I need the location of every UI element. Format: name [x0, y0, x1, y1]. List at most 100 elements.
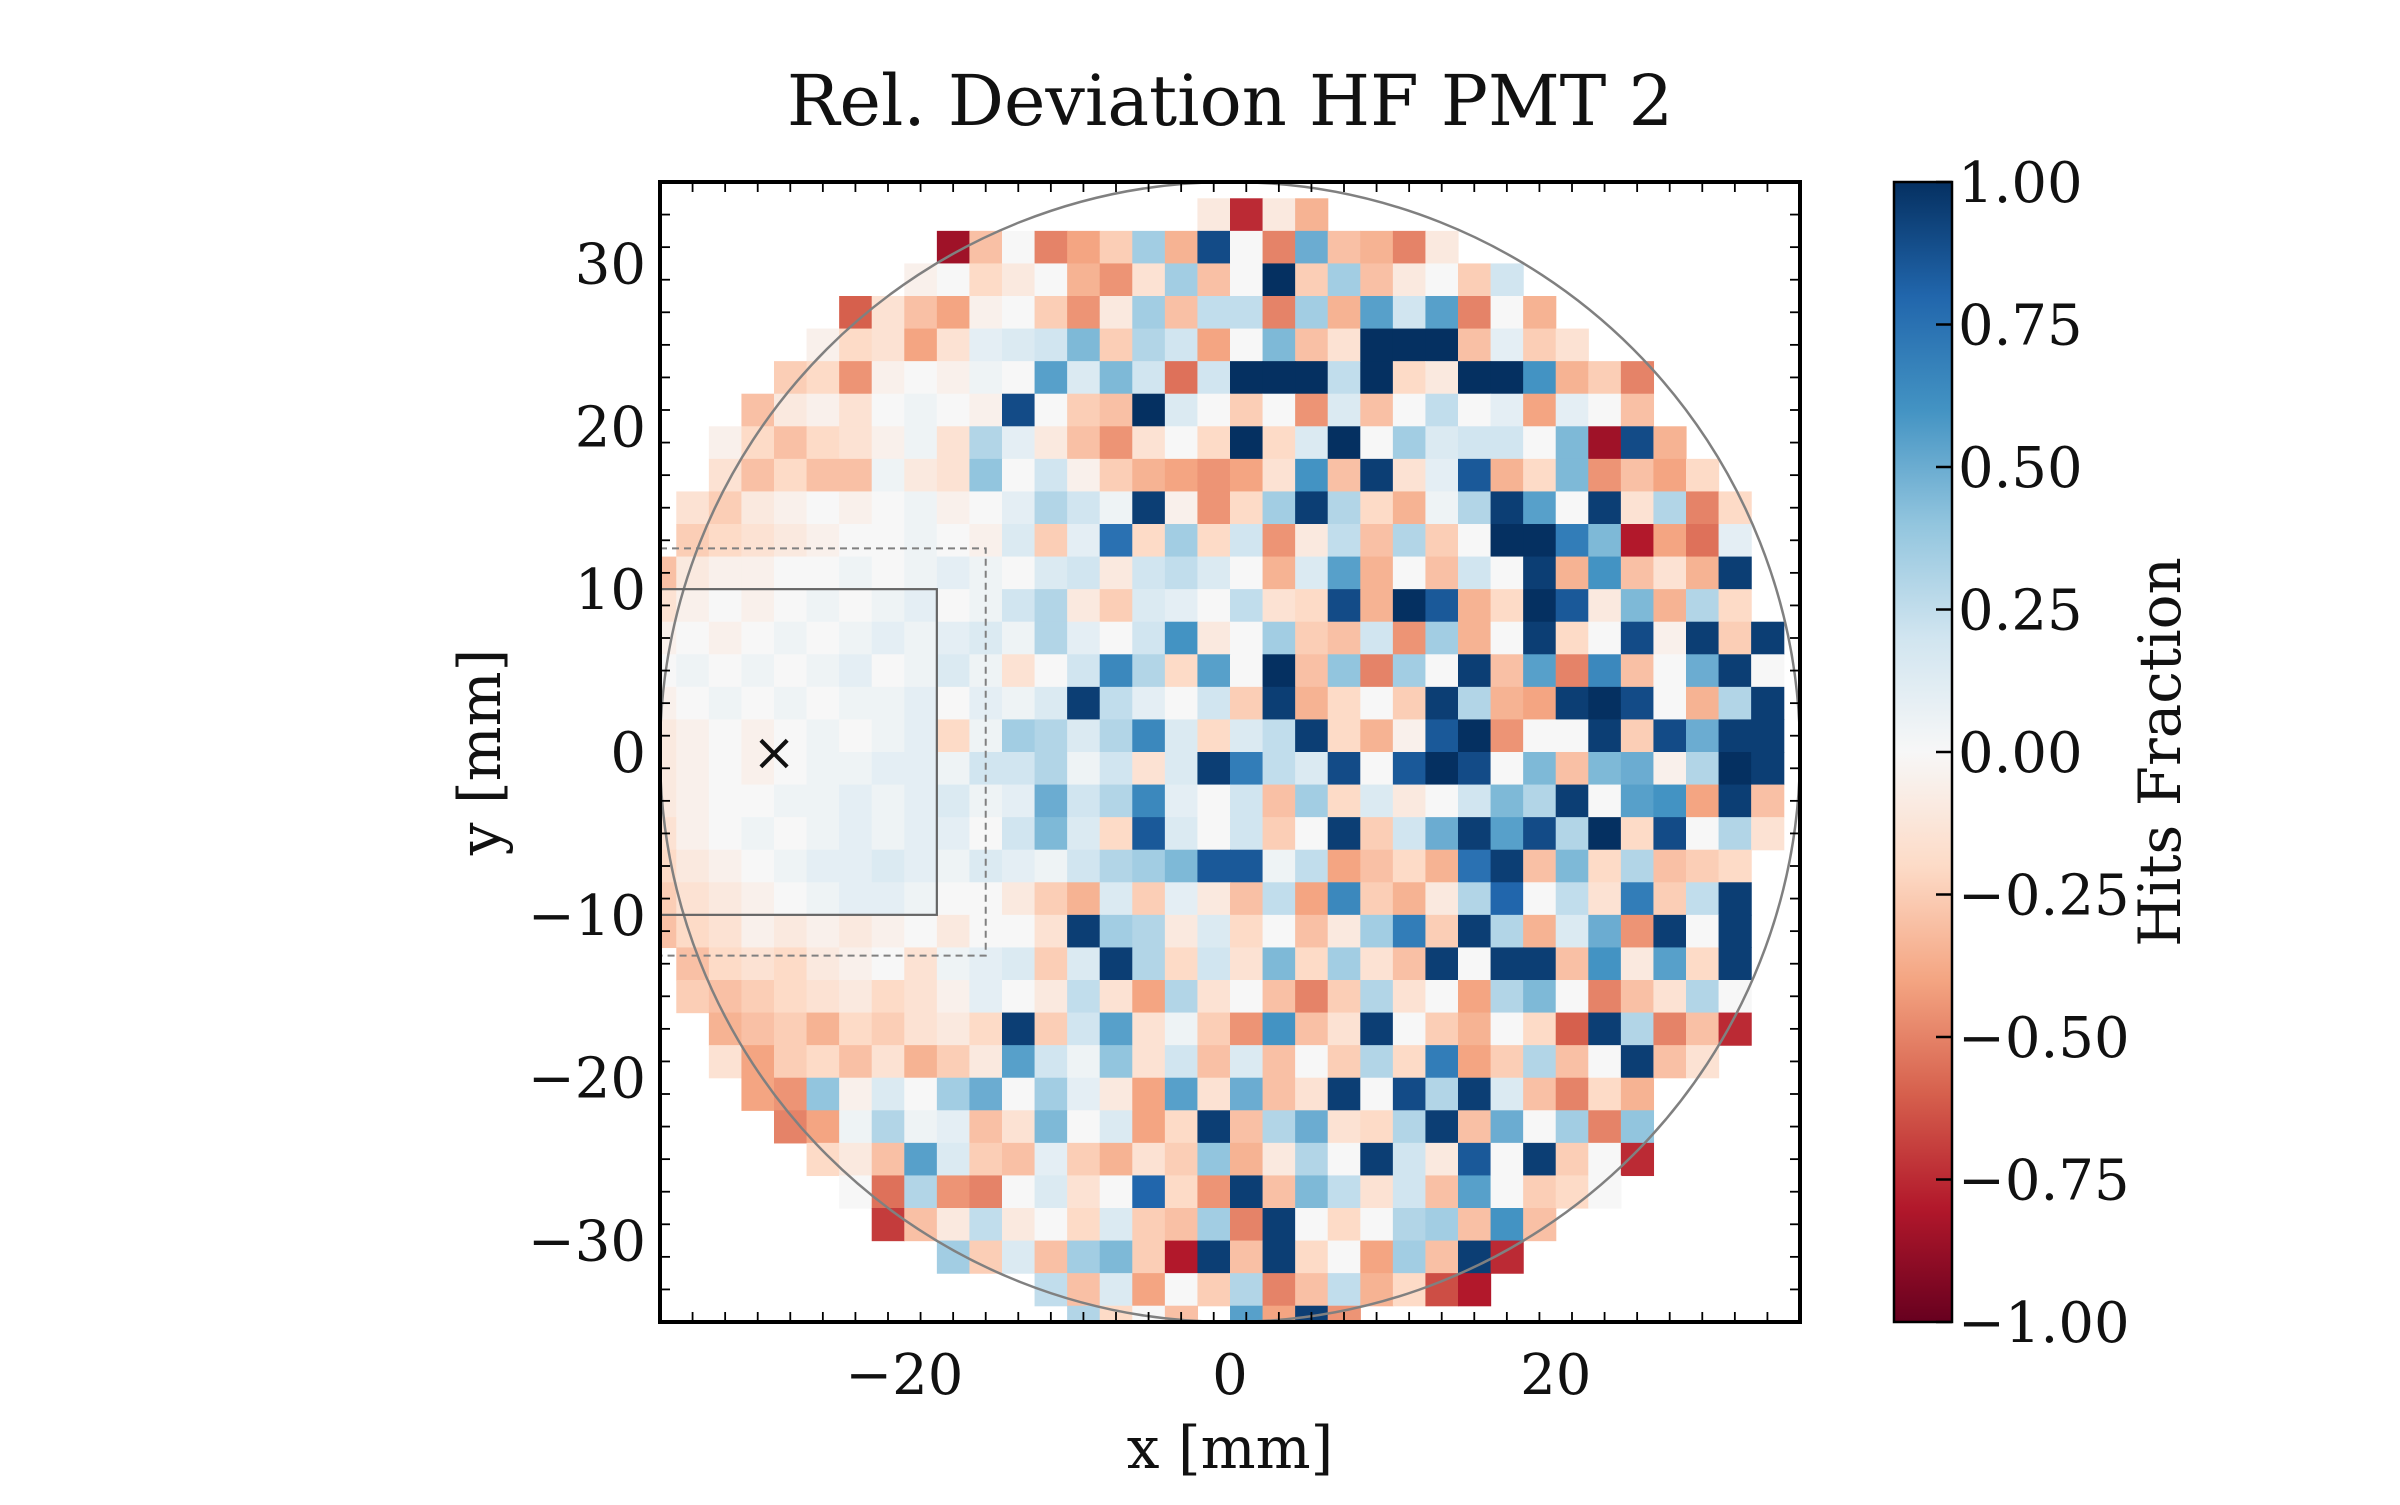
heatmap-cell-722: [904, 980, 938, 1014]
heatmap-cell-845: [969, 1110, 1003, 1144]
heatmap-cell-257: [1425, 524, 1459, 558]
colorbar-tick-label: 0.25: [1958, 579, 2083, 644]
heatmap-cell-575: [1620, 817, 1655, 851]
heatmap-cell-598: [1230, 849, 1264, 883]
heatmap-cell-248: [1132, 524, 1166, 558]
heatmap-cell-881: [1295, 1142, 1329, 1177]
heatmap-cell-596: [1164, 849, 1199, 883]
heatmap-cell-660: [1034, 914, 1068, 949]
heatmap-cell-932: [1392, 1208, 1427, 1242]
heatmap-cell-664: [1164, 914, 1199, 949]
heatmap-cell-106: [1458, 361, 1492, 395]
heatmap-cell-413: [904, 686, 938, 721]
heatmap-cell-724: [969, 980, 1003, 1014]
heatmap-cell-548: [741, 817, 775, 851]
heatmap-cell-871: [969, 1142, 1003, 1177]
heatmap-cell-411: [839, 686, 873, 721]
heatmap-cell-669: [1327, 914, 1361, 949]
heatmap-cell-435: [1620, 686, 1655, 721]
heatmap-cell-501: [1490, 752, 1524, 786]
heatmap-cell-225: [1458, 491, 1492, 525]
colorbar-tick-label: 0.00: [1958, 721, 2083, 786]
heatmap-cell-635: [1327, 882, 1361, 916]
heatmap-cell-670: [1360, 914, 1394, 949]
heatmap-cell-621: [871, 882, 905, 916]
heatmap-cell-129: [1295, 393, 1329, 427]
heatmap-cell-433: [1555, 686, 1589, 721]
y-tick-labels: −30 −20 −10 0 10 20 30: [528, 232, 646, 1274]
heatmap-cell-684: [741, 947, 775, 981]
heatmap-cell-633: [1262, 882, 1296, 916]
heatmap-cell-27: [1132, 263, 1166, 297]
heatmap-cell-278: [1002, 556, 1036, 590]
heatmap-cell-696: [1132, 947, 1166, 981]
heatmap-cell-715: [676, 980, 710, 1014]
colorbar-tick-label: 0.50: [1958, 436, 2083, 501]
heatmap-cell-389: [1262, 654, 1296, 688]
heatmap-cell-398: [1555, 654, 1589, 688]
heatmap-cell-135: [1490, 393, 1524, 427]
heatmap-cell-864: [1588, 1110, 1622, 1144]
heatmap-cell-152: [1099, 426, 1133, 460]
heatmap-cell-808: [1620, 1045, 1655, 1079]
heatmap-cell-852: [1197, 1110, 1231, 1144]
y-tick-label: 10: [575, 558, 646, 623]
heatmap-cell-687: [839, 947, 873, 981]
heatmap-cell-119: [969, 393, 1003, 427]
heatmap-cell-50: [1197, 296, 1231, 330]
heatmap-cell-67: [1002, 328, 1036, 362]
heatmap-cell-821: [1067, 1077, 1101, 1111]
heatmap-cell-512: [708, 784, 743, 818]
heatmap-cell-533: [1392, 784, 1427, 818]
heatmap-cell-320: [1262, 589, 1296, 623]
heatmap-cell-173: [806, 458, 840, 493]
colorbar-tick-label: −0.50: [1958, 1006, 2130, 1071]
heatmap-cell-622: [904, 882, 938, 916]
heatmap-cell-108: [1523, 361, 1557, 395]
heatmap-cell-63: [871, 328, 905, 362]
heatmap-cell-250: [1197, 524, 1231, 558]
heatmap-cell-833: [1458, 1077, 1492, 1111]
heatmap-cell-729: [1132, 980, 1166, 1014]
colorbar-tick-labels: −1.00 −0.75 −0.50 −0.25 0.00 0.25 0.50 0.75 1.00: [1958, 151, 2130, 1356]
heatmap-cell-798: [1295, 1045, 1329, 1079]
heatmap-cell-952: [1425, 1240, 1459, 1274]
heatmap-cell-401: [1653, 654, 1687, 688]
heatmap-cell-369: [1751, 621, 1785, 655]
heatmap-cell-692: [1002, 947, 1036, 981]
heatmap-cell-855: [1295, 1110, 1329, 1144]
heatmap-cell-599: [1262, 849, 1296, 883]
y-tick-label: −20: [528, 1047, 646, 1112]
heatmap-cell-776: [1620, 1012, 1655, 1046]
heatmap-cell-935: [1490, 1208, 1524, 1242]
heatmap-cell-361: [1490, 621, 1524, 655]
heatmap-cell-331: [1620, 589, 1655, 623]
heatmap-cell-134: [1458, 393, 1492, 427]
heatmap-cell-711: [1620, 947, 1655, 981]
heatmap-cell-309: [904, 589, 938, 623]
chart-title: Rel. Deviation HF PMT 2: [787, 60, 1673, 142]
heatmap-cell-738: [1425, 980, 1459, 1014]
heatmap-cell-110: [1588, 361, 1622, 395]
heatmap-cell-693: [1034, 947, 1068, 981]
heatmap-cell-816: [904, 1077, 938, 1111]
heatmap-cell-272: [806, 556, 840, 590]
heatmap-cell-117: [904, 393, 938, 427]
heatmap-cell-207: [871, 491, 905, 525]
heatmap-cell-190: [1360, 458, 1394, 493]
heatmap-cell-791: [1067, 1045, 1101, 1079]
heatmap-cell-653: [806, 914, 840, 949]
heatmap-cell-472: [1686, 719, 1720, 753]
heatmap-cell-124: [1132, 393, 1166, 427]
heatmap-cell-292: [1458, 556, 1492, 590]
heatmap-cell-103: [1360, 361, 1394, 395]
heatmap-cell-419: [1099, 686, 1133, 721]
heatmap-cell-567: [1360, 817, 1394, 851]
heatmap-cell-589: [936, 849, 971, 883]
heatmap-cell-686: [806, 947, 840, 981]
heatmap-cell-45: [1034, 296, 1068, 330]
heatmap-cell-846: [1002, 1110, 1036, 1144]
heatmap-cell-36: [1425, 263, 1459, 297]
heatmap-cell-79: [1392, 328, 1427, 362]
heatmap-cell-639: [1458, 882, 1492, 916]
